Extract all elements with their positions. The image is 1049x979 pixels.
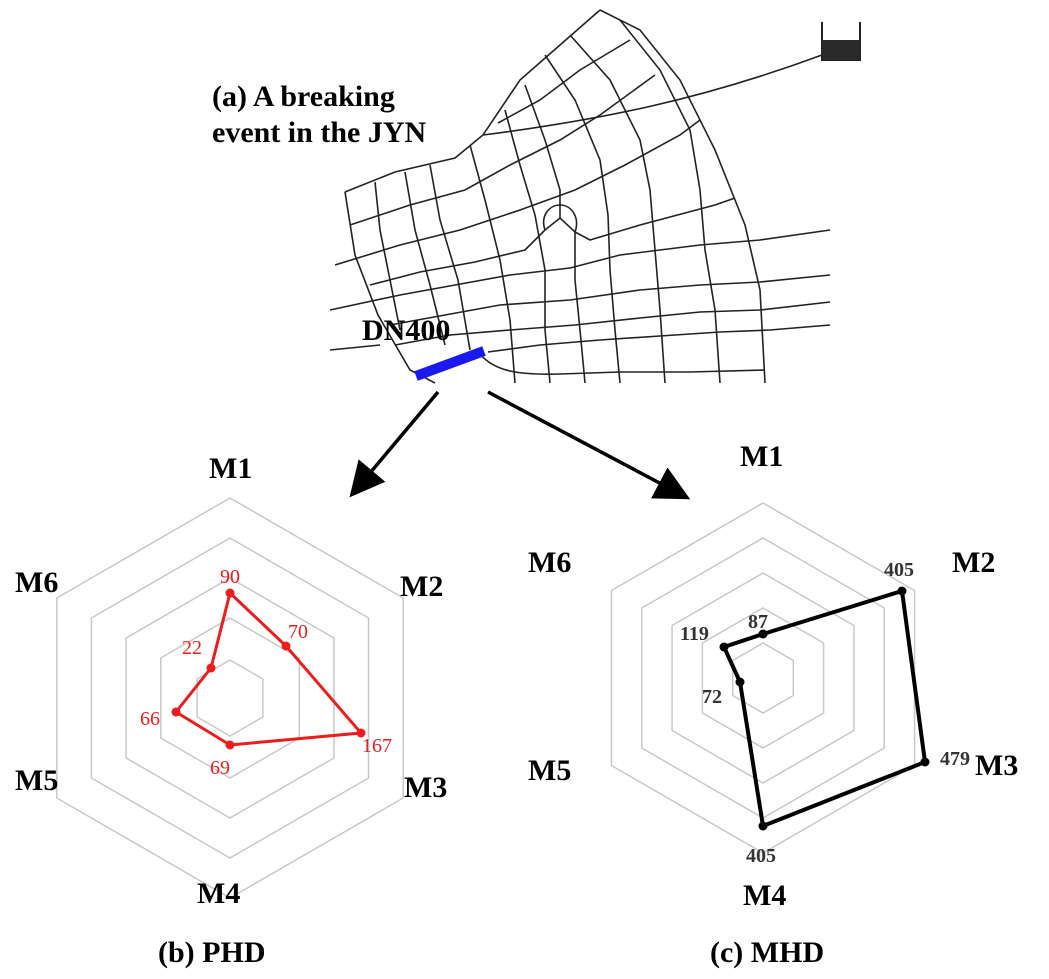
phd-point-m4 xyxy=(225,740,235,750)
network-line xyxy=(504,109,551,384)
panel-a-title-line1: (a) A breaking xyxy=(212,80,395,113)
network-line xyxy=(369,197,736,286)
phd-axis-label-m6: M6 xyxy=(15,566,58,599)
network-line xyxy=(429,164,471,351)
phd-point-m6 xyxy=(206,663,216,673)
phd-axis-label-m4: M4 xyxy=(197,877,240,910)
panel-a-title-line2: event in the JYN xyxy=(212,116,426,149)
phd-axis-label-m3: M3 xyxy=(404,771,447,804)
mhd-grid-ring-3 xyxy=(671,572,855,784)
network-line xyxy=(487,324,831,353)
phd-axis-label-m2: M2 xyxy=(400,570,443,603)
phd-point-m3 xyxy=(356,728,366,738)
mhd-point-m3 xyxy=(920,757,930,767)
network-line xyxy=(469,144,516,384)
network-line xyxy=(544,54,621,384)
phd-value-m3: 167 xyxy=(362,735,392,757)
network-line xyxy=(569,34,666,384)
mhd-value-m5: 72 xyxy=(702,686,722,708)
radar-phd-axis-labels: M1 M2 M3 M4 M5 M6 xyxy=(15,452,447,910)
network-line xyxy=(479,353,766,375)
pipe-network xyxy=(329,9,831,384)
mhd-axis-label-m4: M4 xyxy=(743,879,786,912)
mhd-point-m2 xyxy=(897,586,907,596)
phd-point-m2 xyxy=(281,641,291,651)
phd-value-m4: 69 xyxy=(210,757,230,779)
phd-grid-ring-4 xyxy=(90,537,370,859)
network-line xyxy=(389,274,831,326)
network-line xyxy=(334,119,701,266)
network-edge-top xyxy=(344,9,601,193)
phd-point-m1 xyxy=(225,588,235,598)
mhd-grid-ring-2 xyxy=(701,607,825,749)
mhd-axis-label-m2: M2 xyxy=(952,546,995,579)
panel-b-caption: (b) PHD xyxy=(158,936,266,969)
radar-mhd-value-labels: 87 405 479 405 72 119 xyxy=(680,559,970,867)
mhd-value-m6: 119 xyxy=(680,623,709,645)
mhd-axis-label-m6: M6 xyxy=(528,546,571,579)
trunk-main xyxy=(482,54,823,136)
radar-mhd-axis-labels: M1 M2 M3 M4 M5 M6 xyxy=(528,440,1018,912)
mhd-value-m4: 405 xyxy=(746,845,776,867)
mhd-grid-ring-1 xyxy=(731,642,795,714)
phd-grid-ring-5 xyxy=(56,497,404,899)
network-line xyxy=(404,171,446,346)
network-line xyxy=(329,229,831,311)
network-line xyxy=(497,39,631,124)
network-loop xyxy=(542,204,578,233)
mhd-point-m5 xyxy=(735,677,745,687)
arrow-to-mhd xyxy=(487,390,691,500)
network-line xyxy=(574,232,586,384)
phd-point-m5 xyxy=(171,707,181,717)
phd-value-m2: 70 xyxy=(288,621,308,643)
mhd-value-m1: 87 xyxy=(748,611,768,633)
mhd-grid-ring-5 xyxy=(610,502,916,854)
phd-value-m1: 90 xyxy=(220,566,240,588)
phd-grid-ring-3 xyxy=(125,577,335,819)
tank-icon xyxy=(821,22,861,61)
network-edge-right xyxy=(599,9,766,384)
radar-mhd xyxy=(610,502,930,854)
phd-value-m6: 22 xyxy=(182,637,202,659)
mhd-axis-label-m5: M5 xyxy=(528,754,571,787)
phd-value-m5: 66 xyxy=(140,708,160,730)
mhd-axis-label-m3: M3 xyxy=(975,749,1018,782)
mhd-point-m4 xyxy=(758,821,768,831)
mhd-point-m6 xyxy=(719,642,729,652)
pipe-label: DN400 xyxy=(362,314,450,347)
network-line xyxy=(329,344,381,351)
radar-phd-value-labels: 90 70 167 69 66 22 xyxy=(140,566,392,779)
phd-axis-label-m5: M5 xyxy=(15,764,58,797)
network-line xyxy=(619,19,721,384)
network-edge-left xyxy=(344,191,436,384)
mhd-value-m2: 405 xyxy=(884,559,914,581)
panel-c-caption: (c) MHD xyxy=(710,936,824,969)
network-line xyxy=(394,301,831,346)
phd-grid-ring-1 xyxy=(196,659,264,737)
network-line xyxy=(524,84,561,218)
phd-axis-label-m1: M1 xyxy=(209,452,252,485)
mhd-value-m3: 479 xyxy=(940,748,970,770)
broken-pipe-dn400 xyxy=(414,346,486,381)
arrow-to-phd xyxy=(349,390,440,498)
phd-grid-ring-2 xyxy=(159,617,301,779)
mhd-grid-ring-4 xyxy=(641,537,885,819)
network-line xyxy=(374,181,401,331)
mhd-point-m1 xyxy=(758,629,768,639)
mhd-axis-label-m1: M1 xyxy=(740,440,783,473)
radar-phd xyxy=(56,497,404,899)
network-line xyxy=(349,74,656,226)
